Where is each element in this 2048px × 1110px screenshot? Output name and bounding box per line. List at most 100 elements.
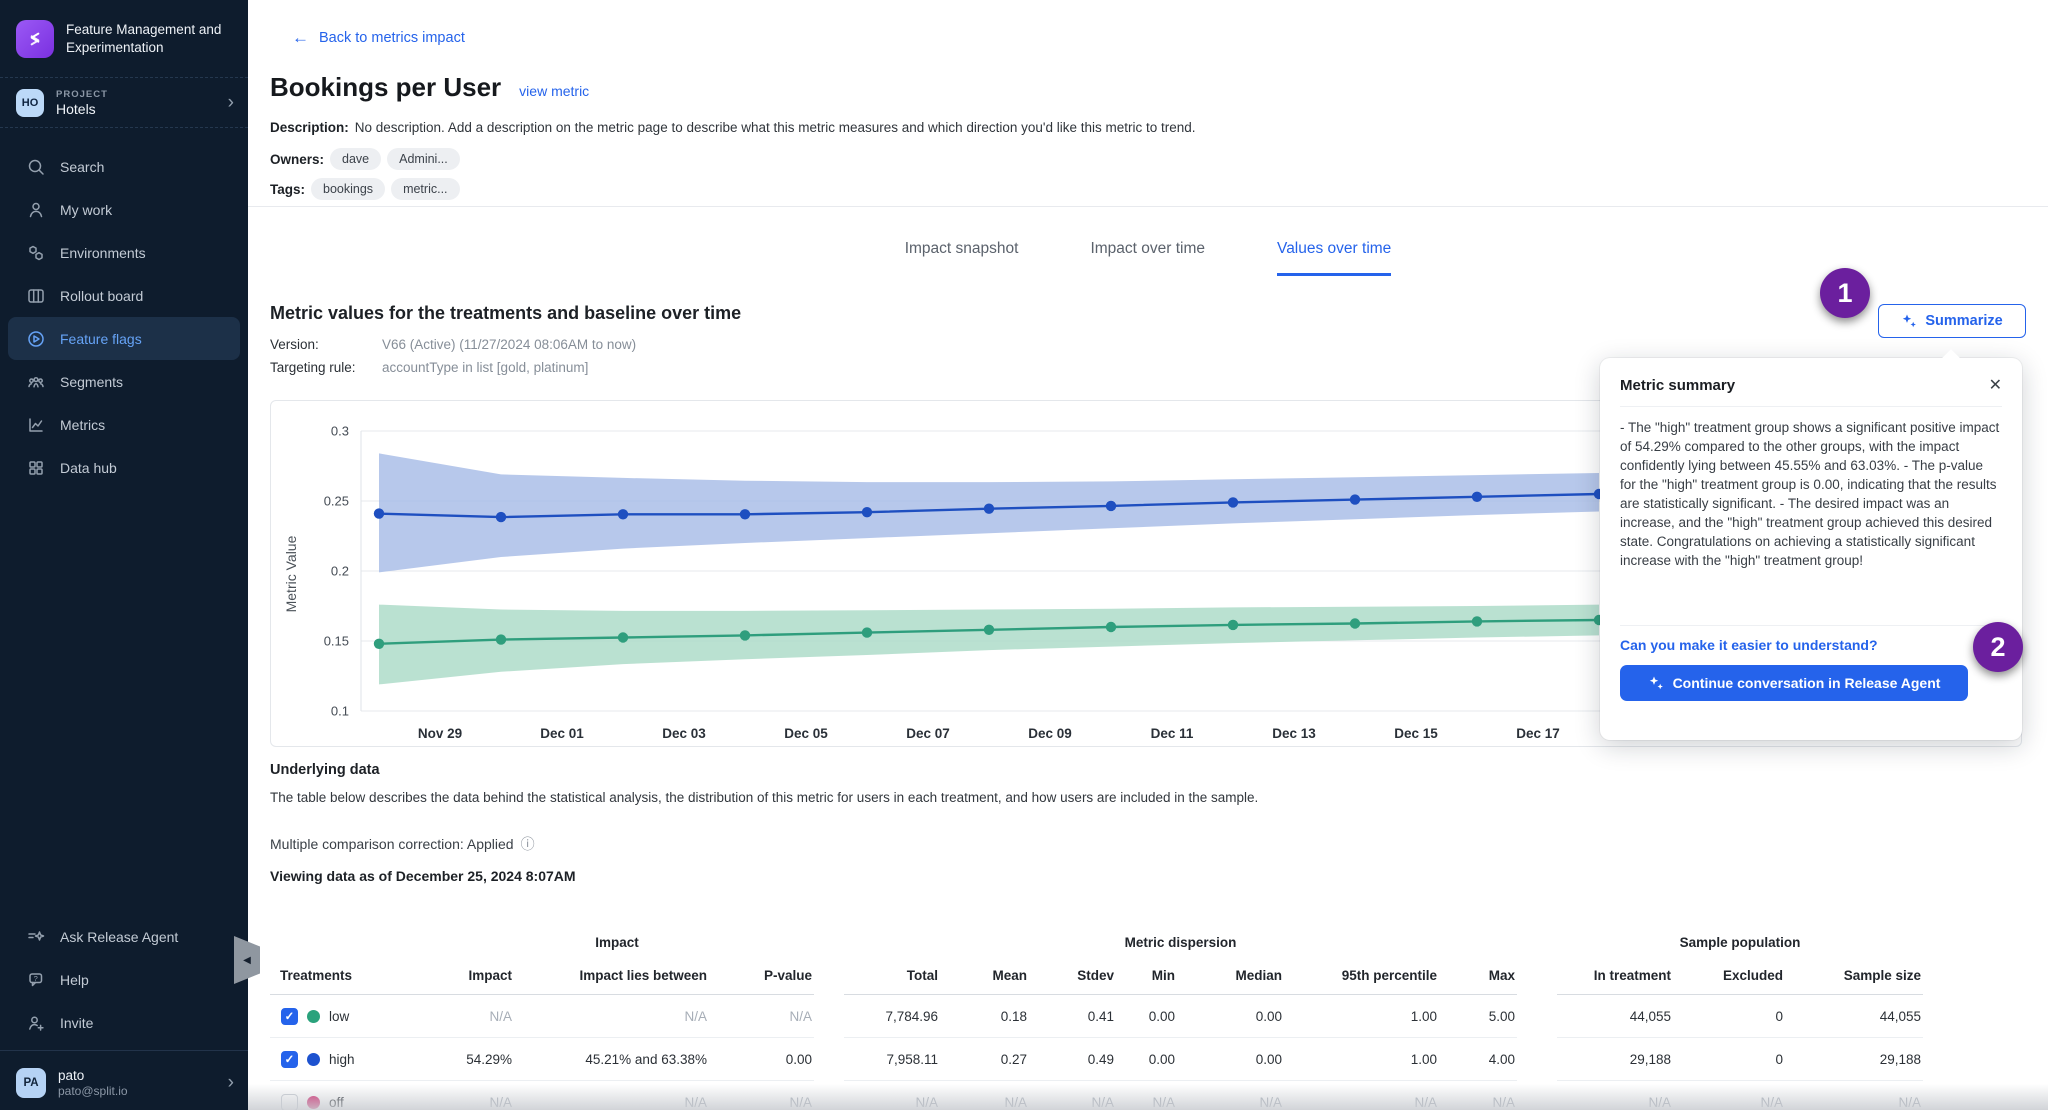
owner-chip[interactable]: Admini...	[387, 148, 460, 170]
sidebar-item-help[interactable]: ? Help	[0, 958, 248, 1001]
tag-chip[interactable]: bookings	[311, 178, 386, 200]
cell: N/A	[420, 994, 514, 1038]
sidebar-item-label: Data hub	[60, 459, 117, 476]
sparkle-icon	[1649, 676, 1663, 690]
cell: 5.00	[1439, 994, 1518, 1038]
group-header-dispersion: Metric dispersion	[1124, 934, 1237, 950]
sidebar-item-environments[interactable]: Environments	[0, 231, 248, 274]
cell: 29,188	[1785, 1037, 1924, 1081]
sidebar-collapse-handle[interactable]: ◀	[234, 936, 260, 984]
version-value: V66 (Active) (11/27/2024 08:06AM to now)	[382, 337, 637, 352]
cell: N/A	[514, 994, 709, 1038]
cell: 0.41	[1029, 994, 1116, 1038]
cell: 0.49	[1029, 1037, 1116, 1081]
svg-text:?: ?	[34, 974, 38, 983]
sidebar-item-feature-flags[interactable]: Feature flags	[8, 317, 240, 360]
cell: 1.00	[1284, 1037, 1439, 1081]
sidebar-item-invite[interactable]: Invite	[0, 1001, 248, 1044]
tags-row: Tags: bookings metric...	[270, 178, 460, 200]
divider	[248, 206, 2048, 207]
section-heading: Metric values for the treatments and bas…	[270, 303, 742, 323]
project-switcher[interactable]: HO PROJECT Hotels ›	[0, 79, 248, 128]
cell: N/A	[1259, 1094, 1282, 1110]
sidebar-item-my-work[interactable]: My work	[0, 188, 248, 231]
sidebar-item-segments[interactable]: Segments	[0, 360, 248, 403]
back-arrow-icon: ←	[292, 28, 309, 47]
cell: 0.18	[940, 994, 1029, 1038]
chevron-right-icon: ›	[227, 92, 234, 113]
owner-chip[interactable]: dave	[330, 148, 382, 170]
sidebar-item-ask-release-agent[interactable]: Ask Release Agent	[0, 915, 248, 958]
col-mean: Mean	[940, 956, 1029, 995]
person-plus-icon	[26, 1013, 46, 1033]
svg-text:Dec 07: Dec 07	[906, 726, 950, 741]
help-bubble-icon: ?	[26, 970, 46, 990]
cell: N/A	[1152, 1094, 1175, 1110]
cell: 0	[1673, 1037, 1786, 1081]
svg-text:0.15: 0.15	[324, 634, 349, 649]
continue-conversation-button[interactable]: Continue conversation in Release Agent	[1620, 665, 1968, 701]
view-metric-link[interactable]: view metric	[519, 83, 590, 99]
cell: 0.00	[1116, 1037, 1177, 1081]
popup-title: Metric summary	[1620, 376, 1736, 394]
col-in-treatment: In treatment	[1557, 956, 1674, 995]
viewing-data-timestamp: Viewing data as of December 25, 2024 8:0…	[270, 868, 576, 884]
underlying-data-paragraph: The table below describes the data behin…	[270, 790, 1259, 805]
treatment-checkbox[interactable]	[281, 1093, 298, 1110]
sidebar-item-rollout-board[interactable]: Rollout board	[0, 274, 248, 317]
tags-label: Tags:	[270, 181, 306, 197]
sidebar-item-data-hub[interactable]: Data hub	[0, 446, 248, 489]
cell: N/A	[684, 1094, 707, 1110]
sidebar-item-label: Segments	[60, 373, 124, 390]
cell: 44,055	[1557, 994, 1674, 1038]
close-icon[interactable]: ✕	[1988, 377, 2002, 394]
split-logo-icon	[16, 19, 54, 58]
treatment-checkbox[interactable]	[281, 1007, 298, 1025]
col-p-value: P-value	[709, 956, 814, 995]
divider	[0, 1050, 248, 1051]
grid-squares-icon	[26, 458, 46, 478]
col-median: Median	[1177, 956, 1284, 995]
underlying-data-table: Impact Metric dispersion Sample populati…	[270, 928, 1924, 1110]
back-link[interactable]: ← Back to metrics impact	[292, 28, 465, 48]
app-logo-row: Feature Management and Experimentation	[0, 0, 248, 78]
treatment-checkbox[interactable]	[281, 1050, 298, 1068]
sidebar: Feature Management and Experimentation H…	[0, 0, 248, 1110]
flag-circle-icon	[26, 329, 46, 349]
sidebar-item-label: My work	[60, 201, 113, 218]
search-icon	[26, 157, 46, 177]
table-group-header-row: Impact Metric dispersion Sample populati…	[270, 928, 1923, 956]
tab-bar: Impact snapshot Impact over time Values …	[248, 240, 2048, 276]
chevron-right-icon: ›	[227, 1072, 234, 1093]
version-label: Version:	[270, 337, 319, 352]
col-min: Min	[1116, 956, 1177, 995]
cell: 0.00	[1116, 994, 1177, 1038]
project-name: Hotels	[56, 101, 96, 117]
sidebar-item-search[interactable]: Search	[0, 145, 248, 188]
cell: 0.00	[1177, 994, 1284, 1038]
svg-text:Dec 17: Dec 17	[1516, 726, 1560, 741]
svg-text:Dec 03: Dec 03	[662, 726, 706, 741]
cell: N/A	[709, 994, 814, 1038]
project-badge: HO	[16, 89, 44, 117]
tab-impact-over-time[interactable]: Impact over time	[1090, 240, 1205, 257]
info-icon[interactable]: ⓘ	[520, 836, 535, 852]
treatment-label: high	[329, 1051, 355, 1067]
tag-chip[interactable]: metric...	[391, 178, 460, 200]
hexagons-icon	[26, 243, 46, 263]
summarize-button[interactable]: Summarize	[1878, 304, 2026, 338]
sidebar-nav: Search My work Environments Rollout boar…	[0, 145, 248, 489]
svg-text:0.3: 0.3	[331, 424, 349, 439]
annotation-step-2: 2	[1973, 622, 2023, 672]
user-menu[interactable]: PA pato pato@split.io ›	[0, 1056, 248, 1110]
tab-impact-snapshot[interactable]: Impact snapshot	[904, 240, 1019, 257]
popup-body-text: - The "high" treatment group shows a sig…	[1620, 420, 2000, 568]
cell: N/A	[1760, 1094, 1784, 1110]
svg-text:Dec 05: Dec 05	[784, 726, 828, 741]
make-easier-link[interactable]: Can you make it easier to understand?	[1620, 637, 1878, 653]
sidebar-item-metrics[interactable]: Metrics	[0, 403, 248, 446]
sidebar-item-label: Search	[60, 158, 105, 175]
targeting-rule-row: Targeting rule: accountType in list [gol…	[270, 360, 588, 375]
tab-values-over-time[interactable]: Values over time	[1277, 240, 1392, 276]
avatar: PA	[16, 1068, 46, 1098]
